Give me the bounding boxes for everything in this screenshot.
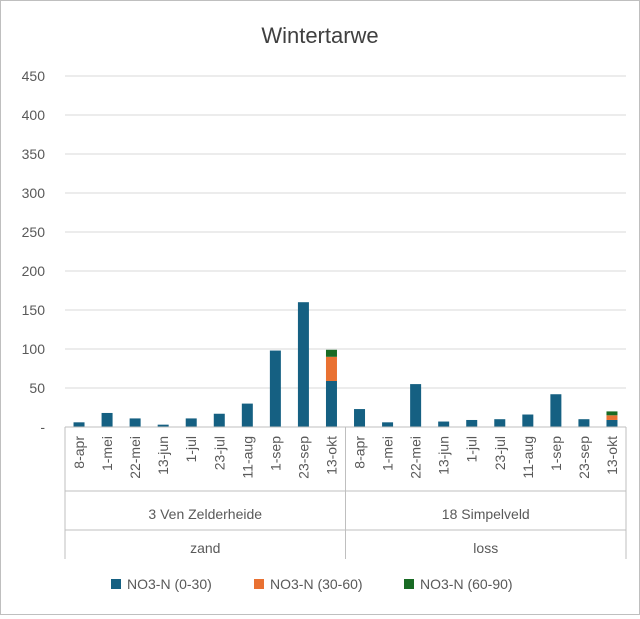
bar-segment <box>494 419 506 427</box>
x-category-label: 13-jun <box>155 436 171 475</box>
bar-segment <box>241 403 253 427</box>
x-category-label: 8-apr <box>71 436 87 469</box>
y-tick-label: 350 <box>22 146 46 162</box>
bar-segment <box>522 414 534 427</box>
x-category-label: 1-sep <box>548 436 564 471</box>
bar-segment <box>578 419 590 427</box>
x-group-site-label: 18 Simpelveld <box>442 506 530 522</box>
legend-swatch <box>404 579 414 589</box>
bar-segment <box>466 419 478 427</box>
x-category-label: 1-jul <box>464 436 480 462</box>
x-category-label: 23-sep <box>295 436 311 479</box>
y-tick-label: 50 <box>29 380 45 396</box>
y-tick-label: 250 <box>22 224 46 240</box>
x-category-label: 13-jun <box>436 436 452 475</box>
bar-segment <box>354 409 366 427</box>
x-category-label: 11-aug <box>520 436 536 479</box>
legend-label: NO3-N (30-60) <box>270 576 363 592</box>
bar-segment <box>73 422 85 427</box>
x-category-label: 1-mei <box>99 436 115 471</box>
bar-segment <box>129 418 141 427</box>
y-tick-label: 300 <box>22 185 46 201</box>
x-group-site-label: 3 Ven Zelderheide <box>148 506 262 522</box>
bar-segment <box>157 424 169 427</box>
bar-segment <box>325 349 337 357</box>
x-group-soil-label: zand <box>190 540 220 556</box>
x-group-soil-label: loss <box>473 540 498 556</box>
y-tick-label: 150 <box>22 302 46 318</box>
x-category-label: 11-aug <box>239 436 255 479</box>
bar-segment <box>325 380 337 427</box>
x-category-label: 22-mei <box>408 436 424 479</box>
y-tick-label: 450 <box>22 68 46 84</box>
bar-segment <box>382 422 394 427</box>
x-category-label: 22-mei <box>127 436 143 479</box>
x-category-label: 1-jul <box>183 436 199 462</box>
y-tick-label: 400 <box>22 107 46 123</box>
bar-segment <box>410 384 422 427</box>
bar-segment <box>606 411 618 416</box>
bar-segment <box>213 413 225 427</box>
x-axis: 8-apr 1-mei 22-mei 13-jun 1-jul 23-jul 11-aug 1… <box>64 426 627 559</box>
legend-swatch <box>254 579 264 589</box>
chart-title: Wintertarwe <box>261 23 378 48</box>
bar-segment <box>606 419 618 427</box>
x-category-label: 1-sep <box>267 436 283 471</box>
x-category-label: 23-jul <box>211 436 227 470</box>
x-category-label: 1-mei <box>380 436 396 471</box>
legend-swatch <box>111 579 121 589</box>
bar-segment <box>101 412 113 427</box>
y-axis-ticks: - 50 100 150 200 250 300 350 400 450 <box>22 68 46 435</box>
y-tick-label: - <box>40 419 45 435</box>
x-category-label: 13-okt <box>604 436 620 475</box>
bar-segment <box>325 356 337 381</box>
x-category-label: 23-sep <box>576 436 592 479</box>
bar-segment <box>297 302 309 427</box>
y-tick-label: 100 <box>22 341 46 357</box>
bar-segment <box>606 415 618 420</box>
gridlines <box>65 75 626 389</box>
x-category-label: 8-apr <box>352 436 368 469</box>
bar-segment <box>185 418 197 427</box>
bar-segment <box>438 421 450 427</box>
legend-label: NO3-N (0-30) <box>127 576 212 592</box>
x-category-label: 23-jul <box>492 436 508 470</box>
x-category-label: 13-okt <box>323 436 339 475</box>
bar-segment <box>550 394 562 427</box>
bars <box>73 302 618 427</box>
legend: NO3-N (0-30) NO3-N (30-60) NO3-N (60-90) <box>111 576 513 592</box>
legend-label: NO3-N (60-90) <box>420 576 513 592</box>
bar-segment <box>269 350 281 427</box>
y-tick-label: 200 <box>22 263 46 279</box>
